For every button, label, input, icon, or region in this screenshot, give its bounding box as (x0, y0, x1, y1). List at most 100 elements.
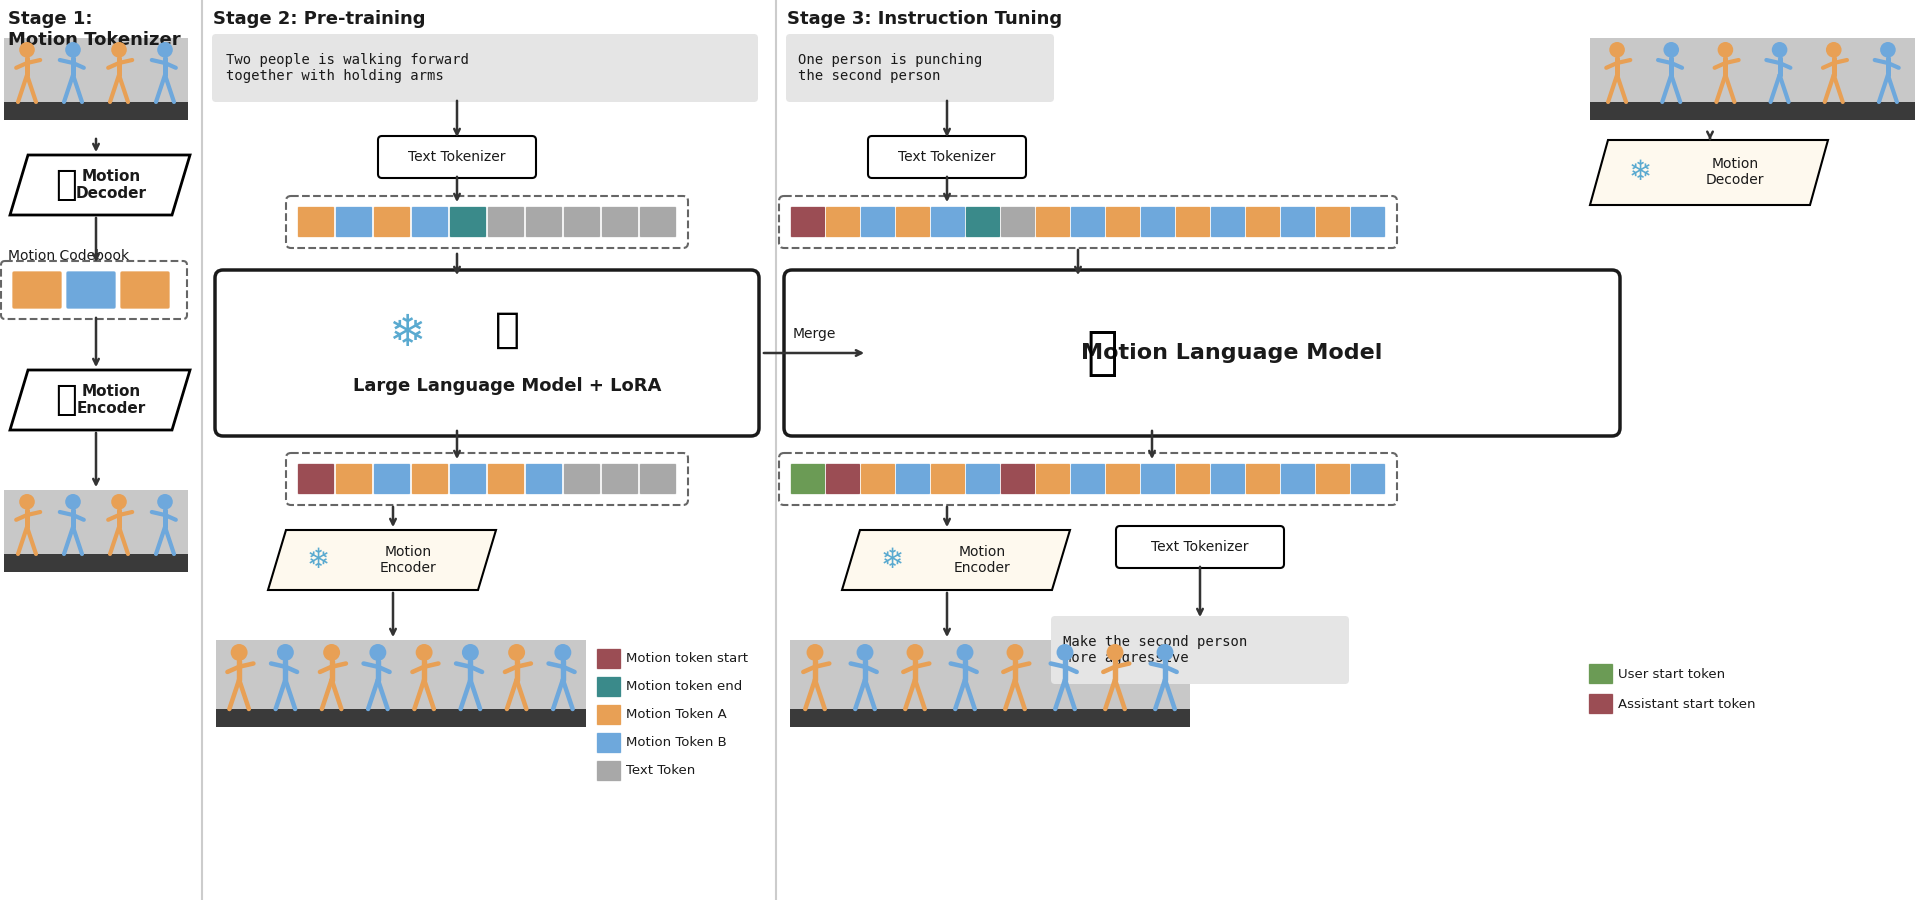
Circle shape (1106, 644, 1123, 661)
Text: Two people is walking forward
together with holding arms: Two people is walking forward together w… (227, 53, 468, 83)
Bar (4, 490, 188, 570)
Circle shape (806, 644, 824, 661)
FancyBboxPatch shape (12, 271, 61, 309)
FancyBboxPatch shape (119, 271, 171, 309)
Circle shape (65, 42, 81, 58)
Bar (4, 102, 188, 120)
Text: Assistant start token: Assistant start token (1619, 698, 1755, 710)
FancyBboxPatch shape (1246, 206, 1281, 238)
FancyBboxPatch shape (526, 464, 563, 494)
Polygon shape (843, 530, 1069, 590)
FancyBboxPatch shape (860, 464, 895, 494)
Polygon shape (1590, 140, 1828, 205)
Text: Stage 1:
Motion Tokenizer: Stage 1: Motion Tokenizer (8, 10, 180, 49)
Circle shape (111, 42, 127, 58)
Circle shape (856, 644, 874, 661)
FancyBboxPatch shape (1035, 464, 1071, 494)
FancyBboxPatch shape (1106, 206, 1140, 238)
Circle shape (555, 644, 572, 661)
FancyBboxPatch shape (791, 206, 826, 238)
Text: Motion Token B: Motion Token B (626, 736, 728, 750)
Text: Motion token start: Motion token start (626, 652, 749, 665)
FancyBboxPatch shape (298, 464, 334, 494)
Text: Text Tokenizer: Text Tokenizer (899, 150, 996, 164)
FancyBboxPatch shape (449, 464, 486, 494)
FancyBboxPatch shape (488, 464, 524, 494)
Text: Motion Language Model: Motion Language Model (1081, 343, 1382, 363)
FancyBboxPatch shape (826, 464, 860, 494)
Circle shape (1056, 644, 1073, 661)
Text: Merge: Merge (793, 327, 835, 341)
Text: Motion
Decoder: Motion Decoder (1705, 157, 1764, 187)
Bar (1590, 38, 1914, 118)
FancyBboxPatch shape (1281, 464, 1315, 494)
FancyBboxPatch shape (860, 206, 895, 238)
Text: Text Token: Text Token (626, 764, 695, 778)
Bar (4, 38, 188, 118)
Text: Large Language Model + LoRA: Large Language Model + LoRA (353, 377, 660, 395)
FancyBboxPatch shape (449, 206, 486, 238)
FancyBboxPatch shape (597, 760, 622, 781)
FancyBboxPatch shape (1350, 206, 1386, 238)
Circle shape (1718, 42, 1734, 58)
Circle shape (1880, 42, 1895, 58)
Bar (4, 554, 188, 572)
Text: Motion Codebook: Motion Codebook (8, 249, 129, 263)
Circle shape (111, 494, 127, 509)
Text: ❄: ❄ (307, 546, 330, 574)
FancyBboxPatch shape (563, 464, 601, 494)
FancyBboxPatch shape (639, 464, 676, 494)
Circle shape (230, 644, 248, 661)
Text: One person is punching
the second person: One person is punching the second person (799, 53, 983, 83)
Circle shape (1156, 644, 1173, 661)
Bar (789, 709, 1190, 727)
FancyBboxPatch shape (336, 206, 372, 238)
Text: 🔥: 🔥 (1087, 327, 1117, 379)
FancyBboxPatch shape (1140, 206, 1175, 238)
Circle shape (1006, 644, 1023, 661)
FancyBboxPatch shape (601, 464, 639, 494)
Circle shape (463, 644, 478, 661)
FancyBboxPatch shape (1071, 206, 1106, 238)
FancyBboxPatch shape (1116, 526, 1284, 568)
Text: Motion
Encoder: Motion Encoder (380, 544, 436, 575)
Circle shape (1772, 42, 1788, 58)
FancyBboxPatch shape (1315, 464, 1350, 494)
Text: Motion
Decoder: Motion Decoder (75, 169, 146, 202)
Text: Motion
Encoder: Motion Encoder (954, 544, 1010, 575)
FancyBboxPatch shape (1035, 206, 1071, 238)
Circle shape (369, 644, 386, 661)
FancyBboxPatch shape (1588, 694, 1613, 715)
Text: ❄: ❄ (388, 311, 426, 355)
FancyBboxPatch shape (488, 206, 524, 238)
FancyBboxPatch shape (966, 206, 1000, 238)
FancyBboxPatch shape (1000, 206, 1035, 238)
Polygon shape (10, 370, 190, 430)
FancyBboxPatch shape (601, 206, 639, 238)
FancyBboxPatch shape (1106, 464, 1140, 494)
Text: User start token: User start token (1619, 668, 1726, 680)
FancyBboxPatch shape (411, 206, 449, 238)
FancyBboxPatch shape (931, 464, 966, 494)
Text: Text Tokenizer: Text Tokenizer (409, 150, 505, 164)
FancyBboxPatch shape (791, 464, 826, 494)
FancyBboxPatch shape (1175, 464, 1210, 494)
Text: 🔥: 🔥 (495, 309, 520, 351)
Bar (215, 709, 586, 727)
Polygon shape (10, 155, 190, 215)
FancyBboxPatch shape (1588, 663, 1613, 685)
FancyBboxPatch shape (597, 649, 622, 670)
Text: Stage 2: Pre-training: Stage 2: Pre-training (213, 10, 426, 28)
FancyBboxPatch shape (966, 464, 1000, 494)
Text: Motion
Encoder: Motion Encoder (77, 383, 146, 416)
FancyBboxPatch shape (65, 271, 115, 309)
FancyBboxPatch shape (895, 464, 931, 494)
Circle shape (157, 494, 173, 509)
FancyBboxPatch shape (215, 270, 758, 436)
Circle shape (157, 42, 173, 58)
Circle shape (19, 494, 35, 509)
FancyBboxPatch shape (1000, 464, 1035, 494)
FancyBboxPatch shape (895, 206, 931, 238)
Circle shape (19, 42, 35, 58)
FancyBboxPatch shape (1140, 464, 1175, 494)
